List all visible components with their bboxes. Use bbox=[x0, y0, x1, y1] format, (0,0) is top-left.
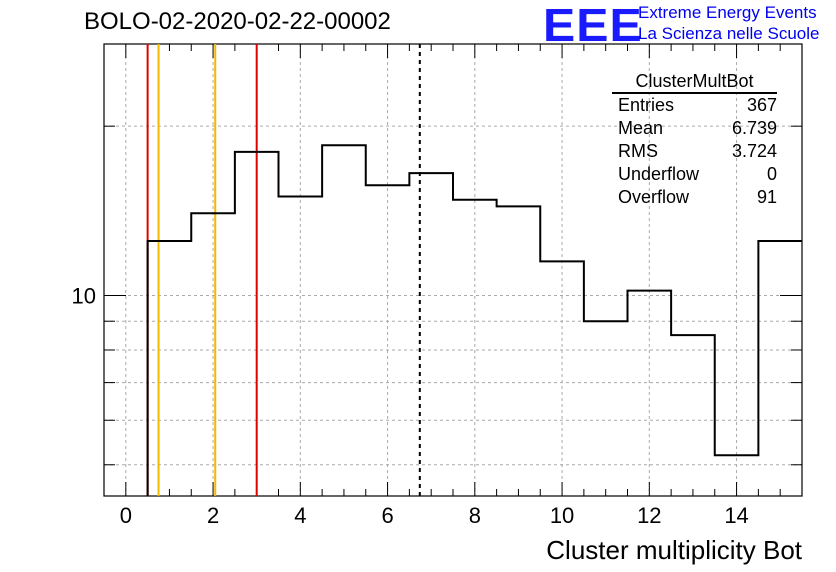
run-title: BOLO-02-2020-02-22-00002 bbox=[84, 8, 391, 35]
stats-label: Underflow bbox=[618, 164, 700, 184]
stats-value: 91 bbox=[756, 187, 777, 207]
y-tick-label: 10 bbox=[72, 283, 96, 308]
stats-row-overflow: Overflow 91 bbox=[612, 186, 777, 209]
eee-logo: EEE bbox=[543, 0, 643, 51]
x-axis-label: Cluster multiplicity Bot bbox=[546, 535, 802, 565]
stats-title: ClusterMultBot bbox=[612, 70, 777, 94]
x-tick-label: 12 bbox=[637, 503, 661, 528]
stats-label: Entries bbox=[618, 95, 675, 115]
org-name-line1: Extreme Energy Events bbox=[638, 3, 817, 22]
org-name-line2: La Scienza nelle Scuole bbox=[638, 24, 820, 43]
x-tick-label: 0 bbox=[120, 503, 132, 528]
stats-box: ClusterMultBot Entries 367 Mean 6.739 RM… bbox=[612, 70, 777, 209]
x-tick-label: 6 bbox=[381, 503, 393, 528]
stats-value: 367 bbox=[746, 95, 777, 115]
stats-value: 3.724 bbox=[731, 141, 777, 161]
stats-value: 6.739 bbox=[731, 118, 777, 138]
x-tick-label: 10 bbox=[550, 503, 574, 528]
stats-row-rms: RMS 3.724 bbox=[612, 140, 777, 163]
stats-value: 0 bbox=[766, 164, 777, 184]
stats-row-mean: Mean 6.739 bbox=[612, 117, 777, 140]
histogram-series bbox=[146, 144, 802, 496]
stats-row-entries: Entries 367 bbox=[612, 94, 777, 117]
x-tick-label: 8 bbox=[469, 503, 481, 528]
stats-label: Mean bbox=[618, 118, 664, 138]
stats-label: Overflow bbox=[618, 187, 690, 207]
x-tick-label: 2 bbox=[207, 503, 219, 528]
x-tick-label: 14 bbox=[724, 503, 748, 528]
stats-row-underflow: Underflow 0 bbox=[612, 163, 777, 186]
stats-label: RMS bbox=[618, 141, 658, 161]
x-tick-label: 4 bbox=[294, 503, 306, 528]
